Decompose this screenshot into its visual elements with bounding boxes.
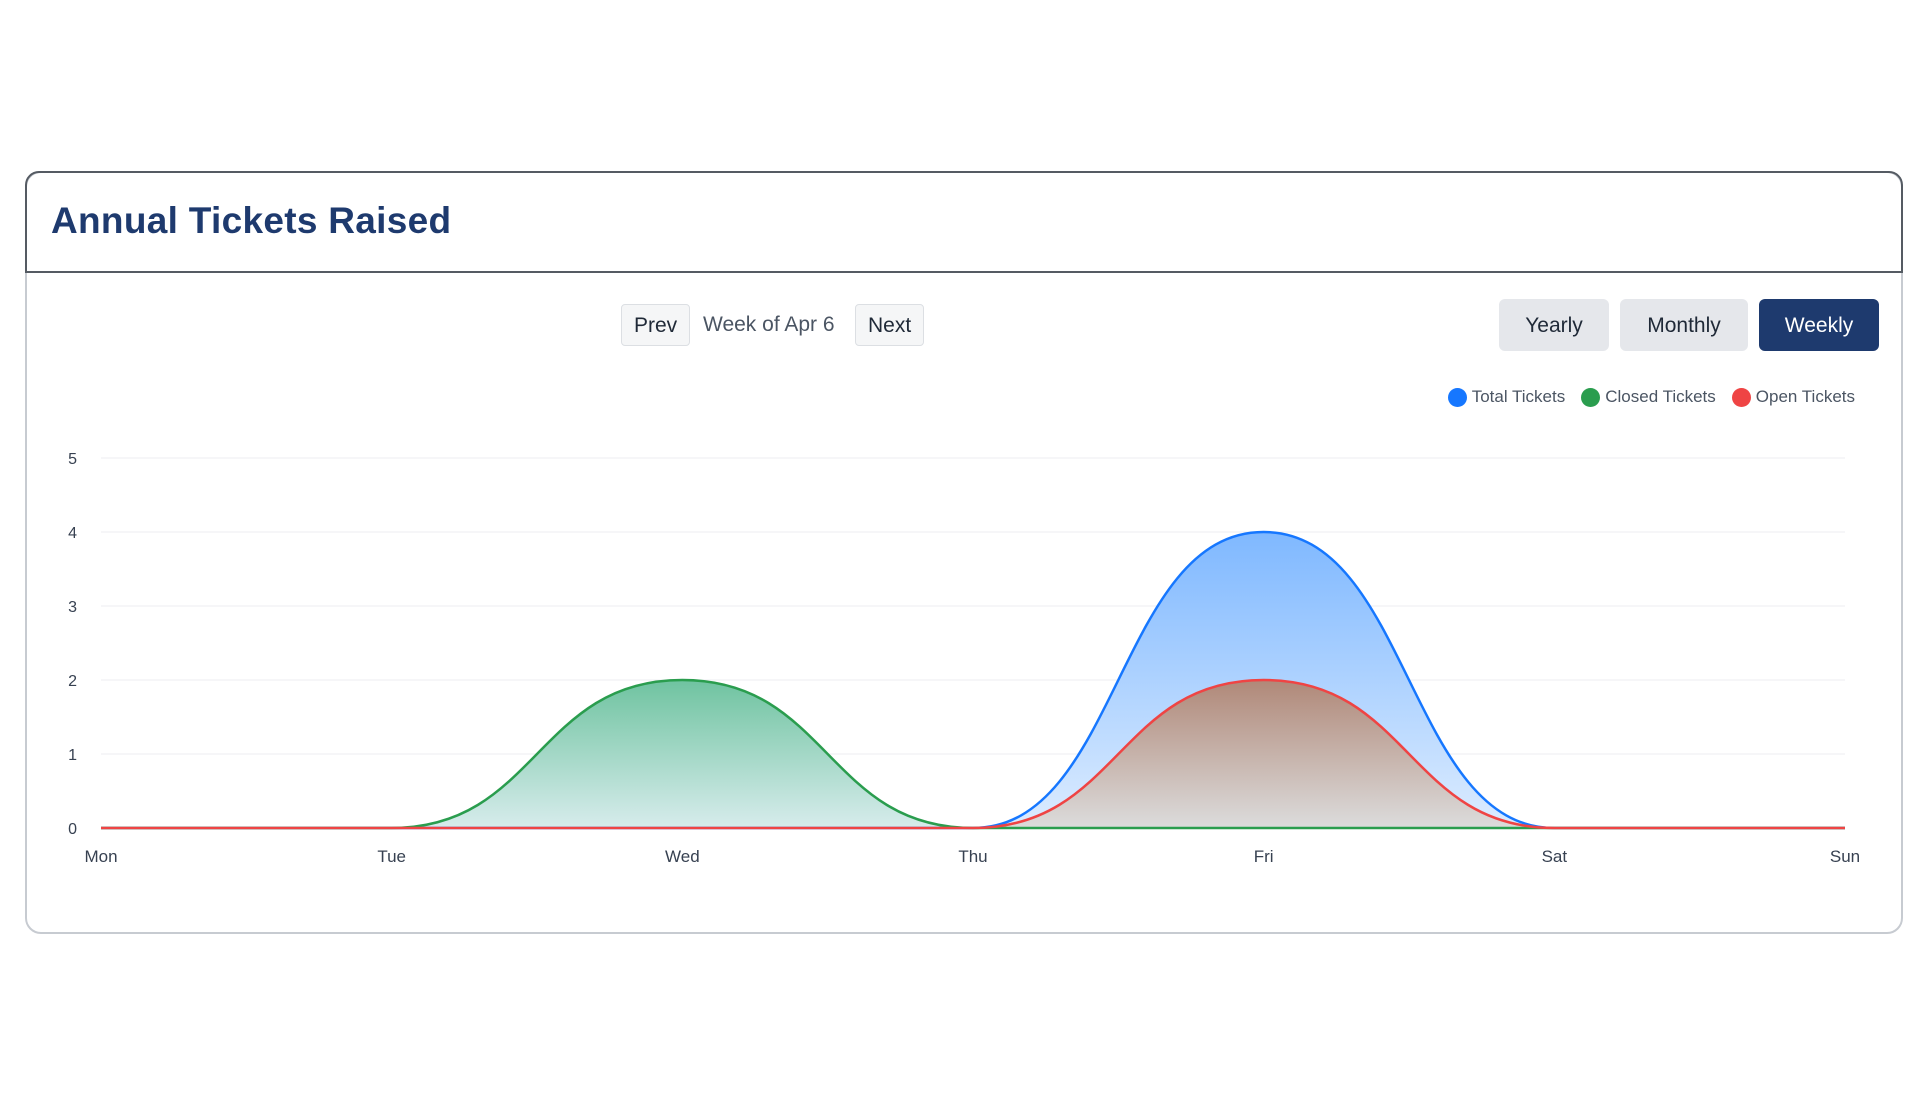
legend-label-total: Total Tickets (1471, 387, 1566, 406)
series-area-2 (101, 680, 1845, 828)
legend-item-closed[interactable]: Closed Tickets (1581, 387, 1716, 407)
y-tick-label: 3 (68, 599, 77, 616)
card-header: Annual Tickets Raised (25, 171, 1903, 273)
legend-label-open: Open Tickets (1755, 387, 1855, 406)
legend-item-open[interactable]: Open Tickets (1731, 387, 1855, 407)
legend-dot-total (1447, 387, 1467, 407)
week-label: Week of Apr 6 (703, 313, 835, 336)
yearly-button[interactable]: Yearly (1499, 299, 1609, 351)
y-tick-label: 4 (68, 525, 77, 542)
series-line-2 (101, 678, 1845, 830)
chart-legend: Total Tickets Closed Tickets Open Ticket… (1432, 387, 1855, 407)
x-tick-label: Sat (1542, 847, 1568, 866)
series-area-1 (101, 680, 1845, 828)
legend-label-closed: Closed Tickets (1605, 387, 1716, 406)
x-tick-label: Mon (84, 847, 117, 866)
y-tick-label: 5 (68, 451, 77, 468)
monthly-button[interactable]: Monthly (1620, 299, 1748, 351)
area-chart: 0 1 2 3 4 5 Mon Tue Wed Thu Fri Sat Sun (68, 451, 1860, 866)
x-tick-label: Sun (1830, 847, 1860, 866)
x-tick-label: Thu (958, 847, 987, 866)
y-tick-label: 1 (68, 747, 77, 764)
card-title: Annual Tickets Raised (51, 200, 452, 241)
x-tick-label: Tue (377, 847, 406, 866)
x-tick-label: Fri (1254, 847, 1274, 866)
tickets-card: Annual Tickets Raised Prev Week of Apr 6… (25, 171, 1903, 934)
x-tick-label: Wed (665, 847, 700, 866)
legend-dot-closed (1581, 387, 1601, 407)
y-tick-label: 2 (68, 673, 77, 690)
legend-dot-open (1731, 387, 1751, 407)
y-tick-label: 0 (68, 821, 77, 838)
weekly-button[interactable]: Weekly (1759, 299, 1879, 351)
next-button[interactable]: Next (855, 304, 925, 346)
prev-button[interactable]: Prev (621, 304, 691, 346)
legend-item-total[interactable]: Total Tickets (1447, 387, 1566, 407)
